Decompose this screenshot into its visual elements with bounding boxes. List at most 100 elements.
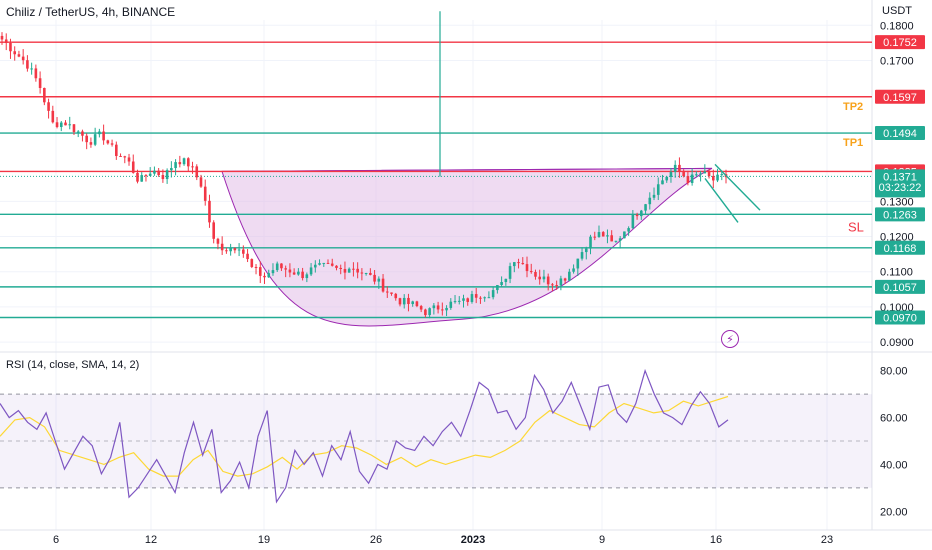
candle-body [76, 131, 80, 133]
candle-body [170, 168, 173, 171]
candle-body [385, 291, 389, 293]
candle-body [144, 175, 148, 177]
annotations: TP2 TP1 SL [843, 101, 864, 235]
candle-body [508, 266, 512, 279]
candle-body [174, 162, 177, 169]
candle-body [415, 301, 419, 307]
candle-body [208, 200, 211, 223]
annotation-tp1: TP1 [843, 137, 863, 149]
price-tick-label: 0.0900 [880, 337, 914, 349]
candle-body [26, 60, 29, 69]
candle-body [106, 140, 110, 144]
level-price-tag-text: 0.0970 [883, 312, 917, 324]
candle-body [309, 267, 313, 275]
candle-body [85, 135, 88, 143]
candle-body [157, 170, 160, 176]
level-price-tag [875, 126, 925, 141]
annotation-tp2: TP2 [843, 101, 863, 113]
candle-body [267, 273, 271, 278]
candle-body [496, 285, 499, 291]
candle-body [635, 214, 639, 217]
candle-body [195, 166, 199, 178]
candle-body [707, 171, 711, 177]
candle-body [330, 263, 334, 266]
level-price-tag-text: 0.1263 [883, 209, 917, 221]
last-price-tag-text: 0.1371 [883, 171, 917, 183]
candle-body [555, 285, 558, 287]
price-tick-label: 0.1300 [880, 196, 914, 208]
candle-body [4, 39, 8, 43]
candle-body [665, 176, 669, 181]
candle-body [441, 309, 444, 311]
candle-body [631, 214, 635, 229]
candle-body [699, 173, 702, 175]
candle-body [627, 228, 630, 232]
candle-body [487, 297, 491, 299]
candle-body [220, 243, 224, 251]
candle-body [563, 278, 567, 281]
candle-body [369, 272, 372, 275]
candle-countdown: 03:23:22 [878, 182, 922, 194]
candle-body [34, 68, 38, 79]
candle-body [13, 51, 17, 55]
candle-body [0, 35, 4, 40]
candle-body [538, 276, 542, 280]
candle-body [402, 297, 406, 305]
candle-body [682, 170, 685, 177]
rsi-tick-label: 60.00 [880, 413, 908, 425]
candle-body [678, 164, 681, 171]
candle-body [229, 248, 232, 252]
level-price-tag [875, 279, 925, 294]
candle-body [436, 305, 440, 310]
candle-body [593, 236, 597, 238]
candle-body [491, 290, 495, 298]
candle-body [59, 122, 63, 128]
candle-body [529, 271, 533, 273]
candle-body [314, 264, 317, 268]
candle-body [119, 155, 122, 157]
candle-body [644, 204, 647, 211]
candle-body [462, 298, 465, 301]
candle-body [297, 271, 300, 275]
price-tick-label: 0.1200 [880, 232, 914, 244]
wedge-upper-line [714, 163, 761, 211]
candle-body [453, 301, 457, 303]
candle-body [199, 177, 203, 187]
rsi-tick-label: 80.00 [880, 366, 908, 378]
candle-body [716, 174, 719, 181]
candle-body [474, 294, 478, 298]
candle-body [610, 235, 613, 242]
candle-body [326, 262, 330, 264]
candle-body [242, 249, 245, 254]
price-tick-label: 0.1800 [880, 20, 914, 32]
candle-body [483, 297, 486, 299]
level-price-tag [875, 35, 925, 50]
candle-body [9, 42, 12, 52]
candle-body [237, 249, 241, 251]
time-tick-label: 12 [145, 534, 157, 546]
candle-body [504, 278, 508, 283]
candle-body [542, 276, 546, 280]
candle-body [559, 278, 563, 286]
candle-body [212, 222, 215, 239]
rsi-indicator-label[interactable]: RSI (14, close, SMA, 14, 2) [6, 359, 140, 371]
candle-body [284, 268, 287, 270]
candle-body [373, 274, 376, 282]
candle-body [250, 259, 254, 267]
time-tick-label: 9 [599, 534, 605, 546]
candle-body [580, 252, 584, 259]
candle-body [343, 268, 347, 273]
lightning-icon[interactable]: ⚡ [721, 330, 739, 348]
candle-body [551, 284, 554, 286]
candle-body [131, 161, 135, 173]
rsi-tick-label: 20.00 [880, 506, 908, 518]
candle-body [347, 268, 351, 273]
candle-body [695, 174, 698, 176]
candle-body [161, 175, 165, 180]
candle-body [419, 306, 423, 310]
candle-body [424, 309, 427, 316]
chart-title: Chiliz / TetherUS, 4h, BINANCE [6, 5, 176, 19]
candle-body [449, 301, 453, 308]
candle-body [98, 131, 101, 135]
